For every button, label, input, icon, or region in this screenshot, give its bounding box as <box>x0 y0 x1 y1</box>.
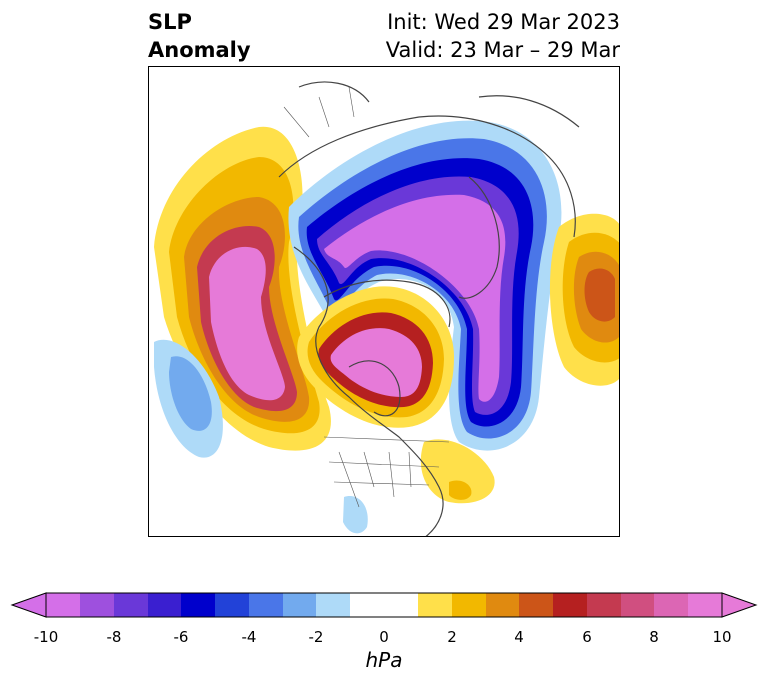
colorbar-bin <box>46 593 80 617</box>
title-valid: Valid: 23 Mar – 29 Mar <box>385 38 620 62</box>
colorbar-tick-label: 0 <box>379 628 389 646</box>
colorbar-bin <box>621 593 654 617</box>
colorbar-bin <box>181 593 215 617</box>
colorbar-outline <box>45 592 723 618</box>
anomaly-arctic-low <box>288 120 562 451</box>
colorbar-bin <box>350 593 418 617</box>
colorbar-tick-label: -10 <box>33 628 59 646</box>
colorbar-bin <box>80 593 114 617</box>
title-init: Init: Wed 29 Mar 2023 <box>387 10 620 34</box>
colorbar-tick-label: 4 <box>514 628 524 646</box>
colorbar-bin <box>553 593 587 617</box>
title-left: SLP Anomaly <box>148 8 251 64</box>
colorbar-tick-label: 2 <box>447 628 457 646</box>
colorbar-bin <box>587 593 621 617</box>
colorbar-bin <box>688 593 722 617</box>
colorbar-tick-label: 8 <box>649 628 659 646</box>
anomaly-pacific-low <box>154 339 223 458</box>
colorbar-bin <box>316 593 350 617</box>
colorbar-tick-label: 6 <box>582 628 592 646</box>
colorbar-bin <box>654 593 688 617</box>
colorbar-extend-min <box>10 592 47 618</box>
colorbar-tick-label: -6 <box>173 628 189 646</box>
colorbar-bin <box>283 593 316 617</box>
colorbar-tick-label: 10 <box>712 628 732 646</box>
title-variable: SLP <box>148 10 192 34</box>
colorbar-bin <box>486 593 519 617</box>
colorbar-bin <box>418 593 452 617</box>
colorbar-tick-label: -2 <box>308 628 324 646</box>
map-panel <box>148 66 620 537</box>
colorbar-bin <box>215 593 249 617</box>
colorbar-bin <box>249 593 283 617</box>
colorbar-extend-max <box>721 592 758 618</box>
colorbar-tick-label: -4 <box>241 628 257 646</box>
anomaly-europe-high <box>549 213 619 386</box>
colorbar <box>10 592 758 618</box>
colorbar-bin <box>114 593 148 617</box>
anomaly-canada-high <box>297 286 454 428</box>
borders <box>283 86 450 508</box>
anomaly-mexico-low <box>343 496 368 534</box>
slp-anomaly-map <box>154 81 619 536</box>
coastlines <box>278 81 580 536</box>
colorbar-bin <box>519 593 553 617</box>
colorbar-bin <box>148 593 181 617</box>
colorbar-tick-label: -8 <box>106 628 122 646</box>
colorbar-bin <box>452 593 486 617</box>
title-variable-type: Anomaly <box>148 38 251 62</box>
colorbar-unit-label: hPa <box>365 648 403 672</box>
title-right: Init: Wed 29 Mar 2023 Valid: 23 Mar – 29… <box>386 8 620 64</box>
